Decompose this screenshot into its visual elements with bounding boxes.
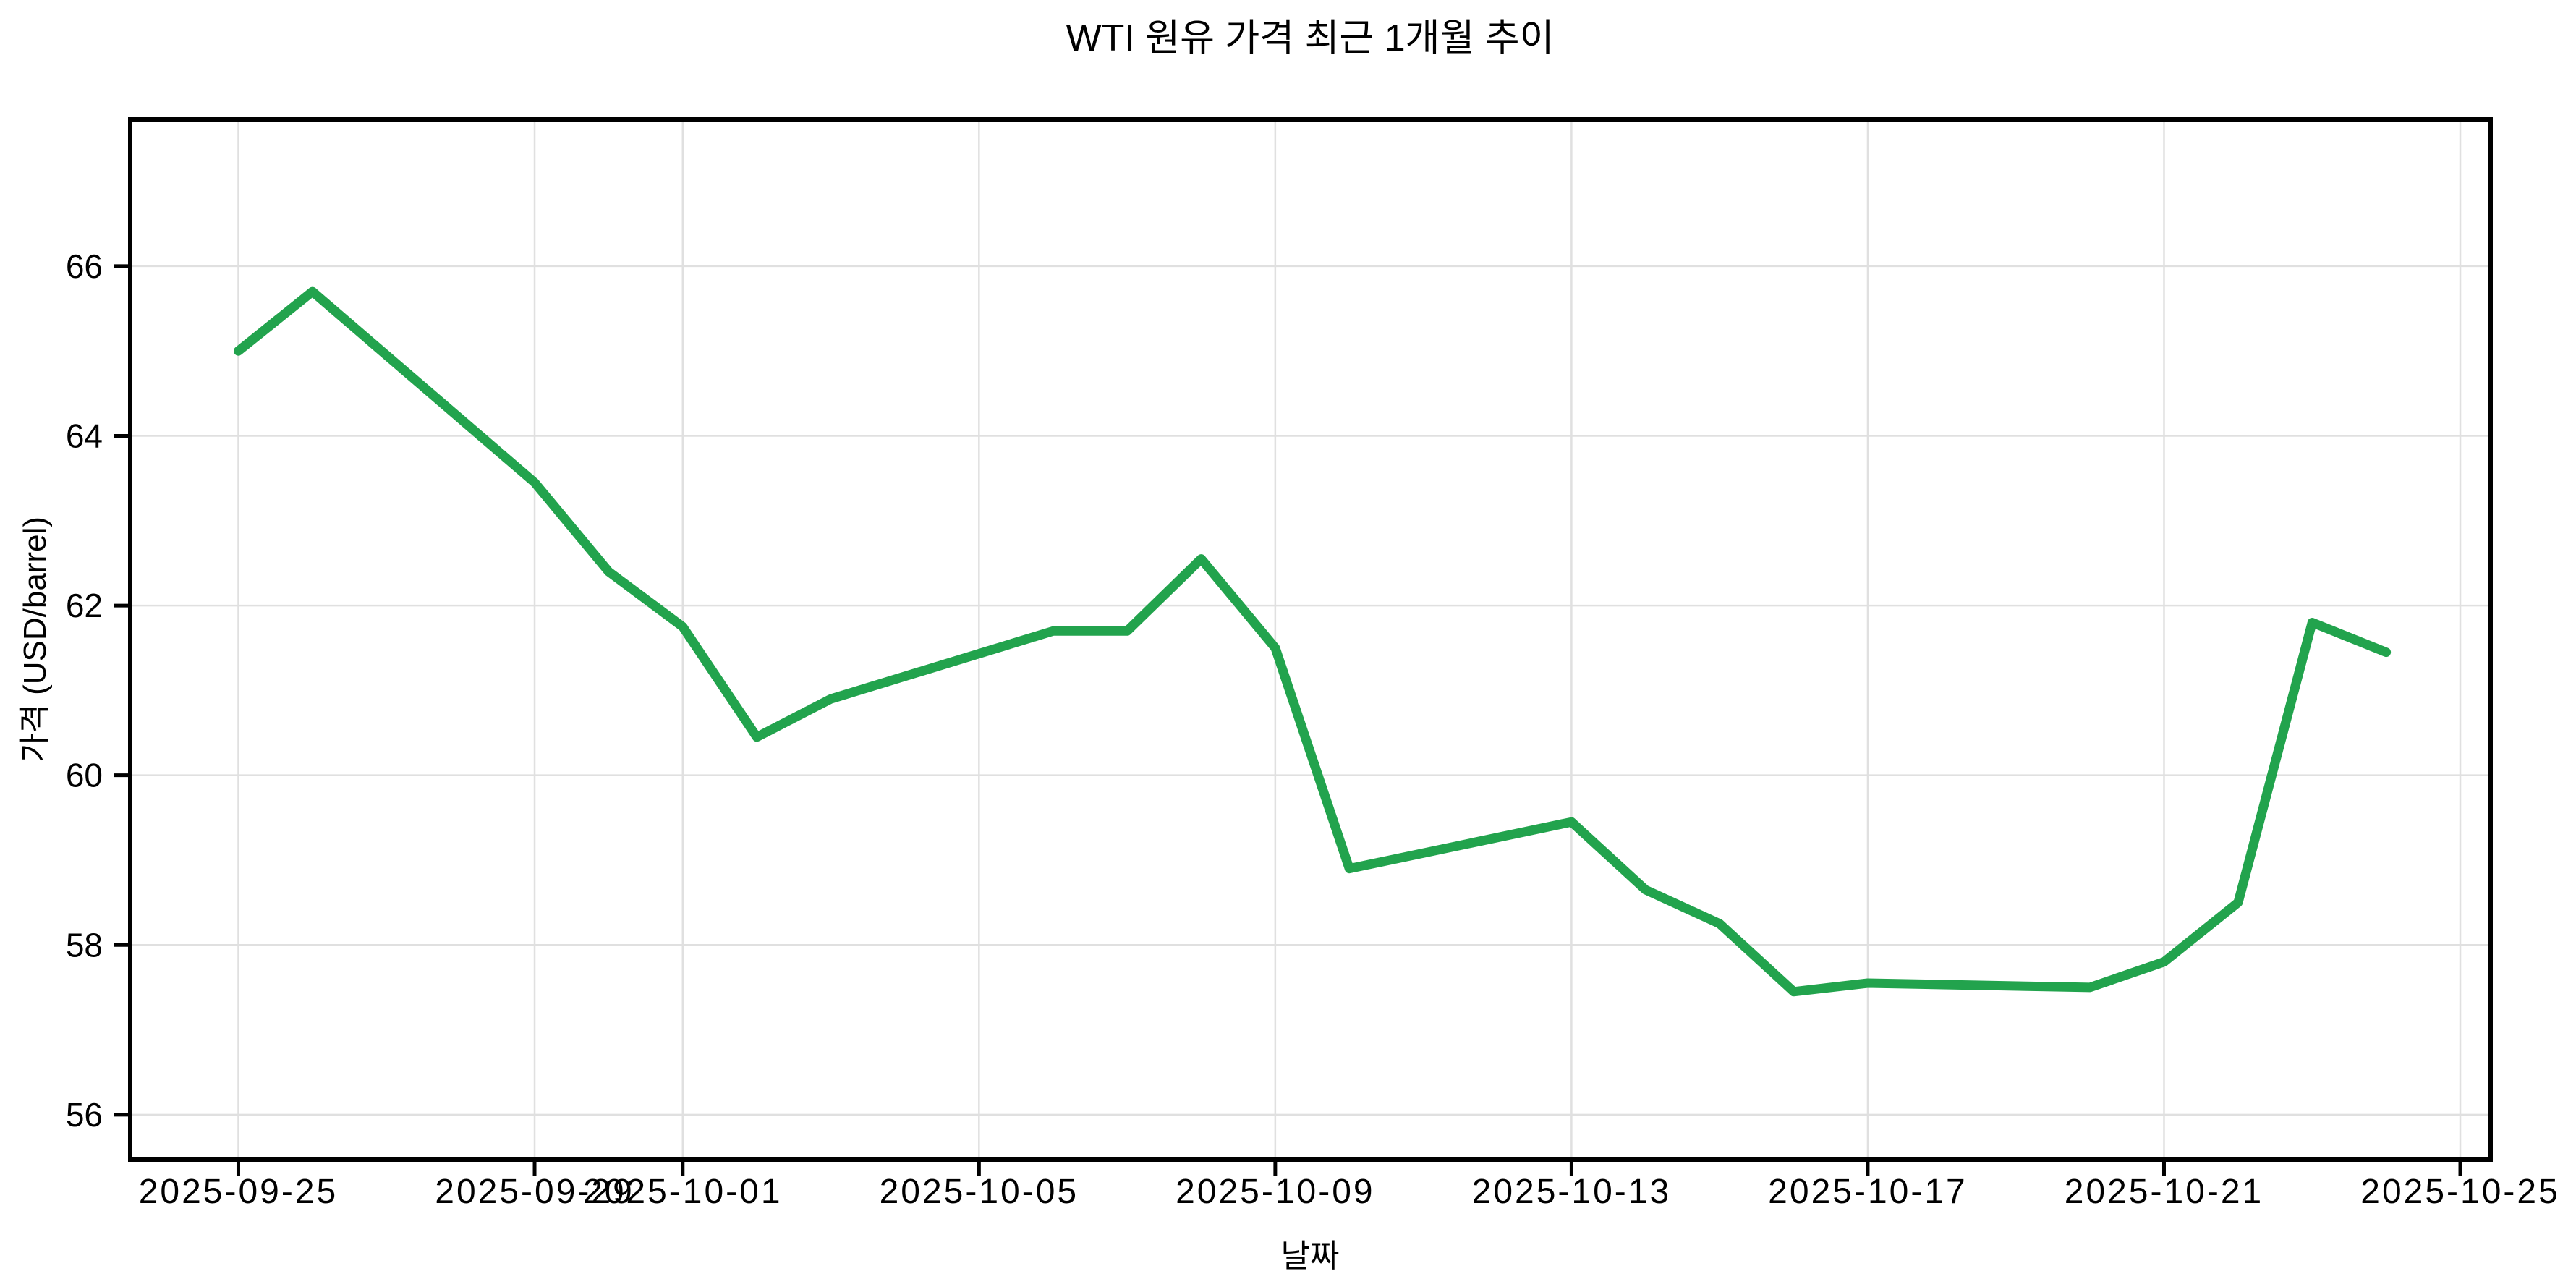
y-tick-label: 56 xyxy=(66,1096,103,1134)
x-tick-label: 2025-10-13 xyxy=(1472,1173,1672,1211)
x-tick-label: 2025-10-25 xyxy=(2360,1173,2560,1211)
x-tick-label: 2025-10-05 xyxy=(880,1173,1079,1211)
y-tick-label: 66 xyxy=(66,247,103,285)
x-tick-label: 2025-10-21 xyxy=(2065,1173,2264,1211)
y-tick-label: 58 xyxy=(66,926,103,964)
plot-box-spines xyxy=(128,117,2493,1162)
y-tick-label: 60 xyxy=(66,757,103,794)
x-tick-label: 2025-10-09 xyxy=(1176,1173,1375,1211)
y-tick-label: 62 xyxy=(66,587,103,624)
x-tick-label: 2025-09-25 xyxy=(139,1173,339,1211)
price-line xyxy=(234,286,2392,997)
y-axis-label: 가격 (USD/barrel) xyxy=(17,516,53,763)
y-tick-label: 64 xyxy=(66,417,103,454)
x-tick-label: 2025-10-01 xyxy=(583,1173,783,1211)
x-tick-label: 2025-09-29 xyxy=(435,1173,634,1211)
x-tick-label: 2025-10-17 xyxy=(1768,1173,1968,1211)
x-axis-label: 날짜 xyxy=(1280,1238,1340,1274)
chart-title: WTI 원유 가격 최근 1개월 추이 xyxy=(1066,17,1555,59)
